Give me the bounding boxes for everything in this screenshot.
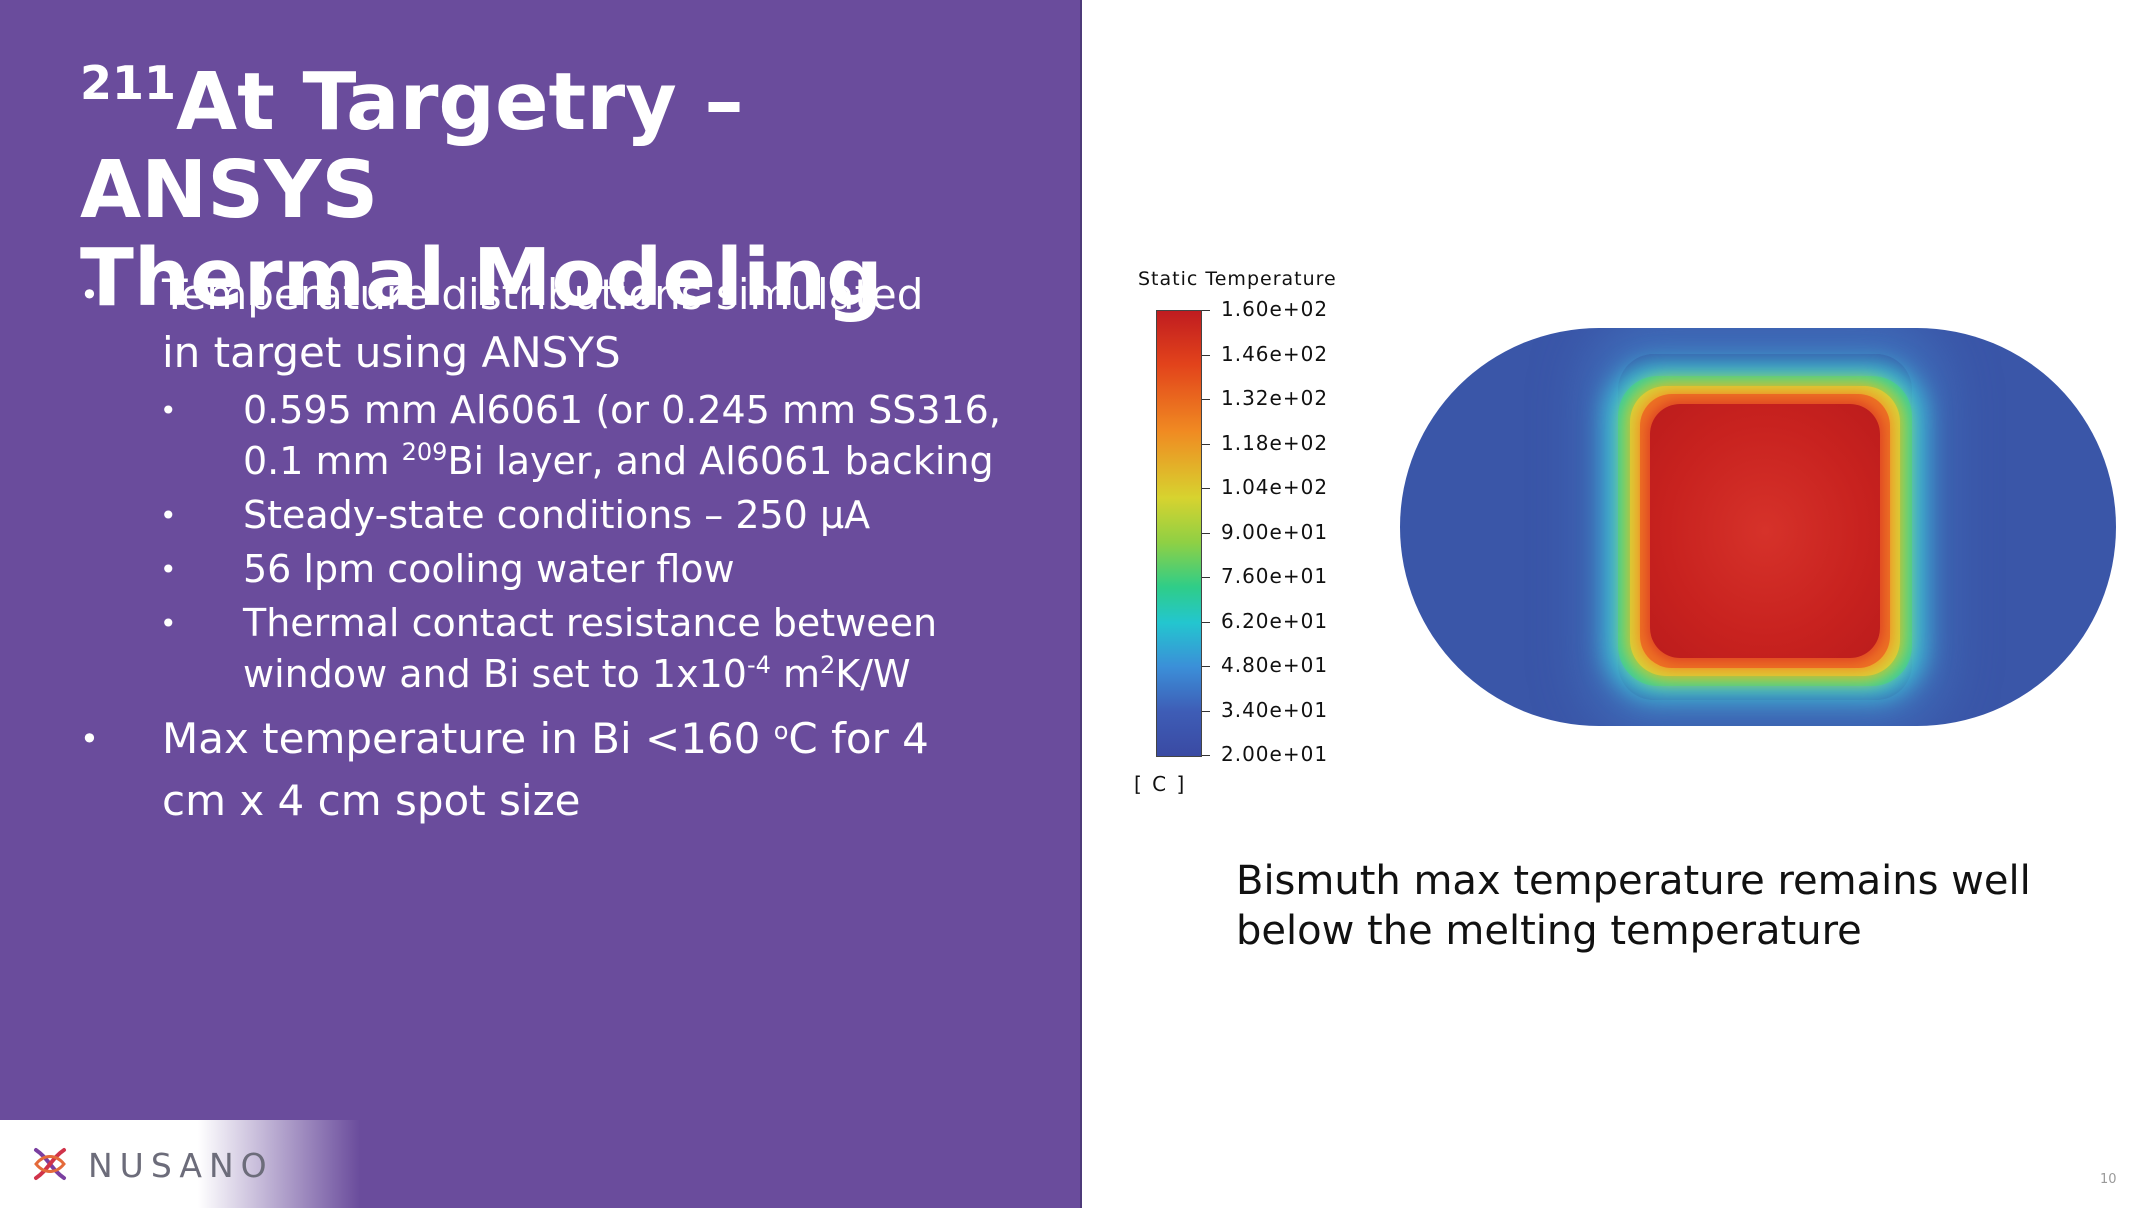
legend-tick [1202,710,1210,712]
legend-tick-label: 4.80e+01 [1221,653,1329,677]
sub-bullet-text: 56 lpm cooling water flow [243,547,735,591]
bullet-item: • Max temperature in Bi <160 oC for 4 cm… [0,708,1022,832]
bullet-dot: • [160,499,177,532]
bullet-dot: • [160,607,177,640]
sub-bullet-item: • Steady-state conditions – 250 μA [0,490,1023,541]
title-line-2: Thermal Modeling [80,232,883,324]
caption-line-2: below the melting temperature [1236,908,1862,954]
bullet-text: Temperature distributions simulated [162,270,924,319]
caption: Bismuth max temperature remains well bel… [1236,856,2116,956]
bullet-text: Max temperature in Bi <160 oC for 4 [162,714,929,763]
legend-tick-label: 7.60e+01 [1221,564,1329,588]
legend-tick [1202,488,1210,489]
slide-title: 211At Targetry – ANSYS Thermal Modeling [80,58,1060,322]
legend-tick [1202,532,1210,534]
bullet-dot: • [80,276,99,314]
legend-tick-label: 6.20e+01 [1221,608,1329,633]
bullet-text: in target using ANSYS [162,328,621,377]
sub-bullet-text: window and Bi set to 1x10-4 m2K/W [243,651,911,696]
sub-bullet-text: Steady-state conditions – 250 μA [243,493,871,537]
bullet-item: • Temperature distributions simulated in… [0,266,1022,382]
title-panel: 211At Targetry – ANSYS Thermal Modeling … [0,0,1082,1208]
legend-tick [1202,621,1210,623]
bullet-dot: • [80,720,99,758]
sub-bullet-text: 0.595 mm Al6061 (or 0.245 mm SS316, [243,388,1001,432]
title-line-1: At Targetry – ANSYS [80,56,744,236]
logo-text: NUSANO [88,1146,274,1185]
nusano-logo-icon [34,1148,66,1180]
legend-tick [1202,755,1210,756]
legend-tick-label: 2.00e+01 [1221,742,1329,766]
legend-tick-label: 3.40e+01 [1221,697,1329,722]
legend-tick [1202,443,1210,445]
bullet-list: • Temperature distributions simulated in… [0,266,1082,832]
page-number: 10 [2100,1172,2117,1187]
bullet-dot: • [160,394,177,427]
legend-tick-label: 1.32e+02 [1221,386,1329,410]
sub-bullet-item: • 0.595 mm Al6061 (or 0.245 mm SS316, 0.… [0,385,1023,487]
legend-tick [1202,666,1210,667]
legend-title: Static Temperature [1138,268,1337,290]
legend-tick-label: 1.04e+02 [1221,475,1329,499]
legend-tick [1202,310,1210,311]
target-temperature-contour [1400,328,2116,726]
bullet-text: cm x 4 cm spot size [162,776,581,825]
temperature-legend: Static Temperature 1.60e+02 1.46e+02 1.32e… [1130,262,1360,822]
legend-tick-label: 1.60e+02 [1221,297,1329,321]
sub-bullet-item: • Thermal contact resistance between win… [0,598,1023,700]
color-bar [1156,310,1202,757]
sub-bullet-text: Thermal contact resistance between [243,601,938,645]
sub-bullet-text: 0.1 mm 209Bi layer, and Al6061 backing [243,438,994,483]
legend-tick [1202,577,1210,578]
title-superscript: 211 [80,56,177,110]
logo-band: NUSANO [0,1120,360,1208]
legend-tick [1202,399,1210,400]
bullet-dot: • [160,553,177,586]
sub-bullet-item: • 56 lpm cooling water flow [0,544,1023,595]
legend-tick-label: 1.46e+02 [1221,341,1329,366]
legend-unit: [ C ] [1134,772,1187,796]
legend-tick [1202,354,1210,356]
heat-core [1650,404,1880,658]
legend-tick-label: 9.00e+01 [1221,519,1329,544]
caption-line-1: Bismuth max temperature remains well [1236,858,2031,904]
legend-tick-label: 1.18e+02 [1221,430,1329,455]
